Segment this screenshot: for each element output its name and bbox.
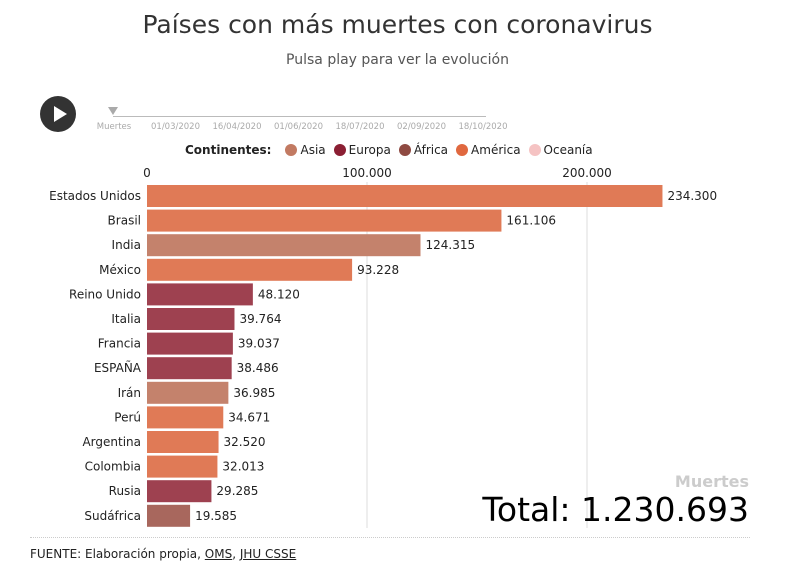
divider	[30, 537, 750, 538]
category-label: Brasil	[108, 214, 141, 228]
legend-swatch	[398, 144, 411, 156]
timeline-label: 02/09/2020	[397, 122, 446, 132]
bar[interactable]	[147, 406, 224, 429]
value-label: 39.037	[238, 337, 280, 351]
category-label: Perú	[114, 410, 141, 424]
source-link-jhu[interactable]: JHU CSSE	[239, 547, 297, 561]
legend-item[interactable]: Oceanía	[528, 143, 593, 157]
legend-swatch	[456, 144, 469, 156]
value-label: 32.520	[224, 435, 266, 449]
category-label: India	[112, 238, 141, 252]
value-label: 29.285	[216, 484, 258, 498]
value-label: 38.486	[237, 361, 279, 375]
metric-label: Muertes	[674, 472, 749, 491]
category-label: ESPAÑA	[94, 360, 142, 375]
timeline-label: 18/10/2020	[458, 122, 508, 132]
total-value: Total: 1.230.693	[482, 490, 749, 529]
legend-item[interactable]: América	[456, 143, 521, 157]
legend-item[interactable]: Europa	[333, 143, 391, 157]
category-label: Estados Unidos	[49, 189, 141, 203]
legend-swatch	[333, 144, 346, 156]
category-label: México	[99, 263, 141, 277]
timeline-handle[interactable]	[108, 107, 118, 115]
source-prefix: FUENTE: Elaboración propia,	[30, 547, 205, 561]
x-tick-label: 200.000	[562, 166, 612, 180]
bar[interactable]	[147, 332, 233, 355]
value-label: 36.985	[233, 386, 275, 400]
category-label: Italia	[111, 312, 141, 326]
source-link-oms[interactable]: OMS	[204, 547, 233, 561]
value-label: 234.300	[667, 189, 717, 203]
legend-label: América	[471, 143, 521, 157]
play-button[interactable]	[40, 96, 76, 132]
timeline-label: 01/03/2020	[151, 122, 200, 132]
value-label: 161.106	[506, 214, 556, 228]
legend-label: Oceanía	[543, 143, 593, 157]
bar[interactable]	[147, 455, 218, 478]
category-label: Colombia	[85, 460, 141, 474]
legend-item[interactable]: África	[398, 143, 449, 157]
legend-title: Continentes:	[185, 143, 272, 157]
x-tick-label: 0	[143, 166, 151, 180]
timeline-label: 01/06/2020	[274, 122, 323, 132]
legend-swatch	[528, 144, 541, 156]
legend-item[interactable]: Asia	[285, 143, 326, 157]
bar[interactable]	[147, 357, 232, 380]
x-tick-label: 100.000	[342, 166, 392, 180]
legend-swatch	[285, 144, 298, 156]
value-label: 32.013	[222, 460, 264, 474]
timeline-label: 16/04/2020	[212, 122, 262, 132]
footer: FUENTE: Elaboración propia, OMS, JHU CSS…	[30, 547, 296, 561]
legend-label: África	[413, 143, 449, 157]
bar[interactable]	[147, 258, 353, 281]
bar[interactable]	[147, 431, 219, 453]
value-label: 39.764	[239, 312, 281, 326]
category-label: Rusia	[109, 484, 141, 498]
value-label: 93.228	[357, 263, 399, 277]
value-label: 19.585	[195, 509, 237, 523]
bar[interactable]	[147, 504, 191, 527]
timeline-label: 18/07/2020	[335, 122, 385, 132]
category-label: Reino Unido	[69, 287, 141, 301]
timeline-slider[interactable]	[113, 116, 486, 117]
bar[interactable]	[147, 234, 421, 257]
category-label: Irán	[118, 386, 141, 400]
bar[interactable]	[147, 283, 253, 306]
bar[interactable]	[147, 308, 235, 330]
source-sep: ,	[232, 547, 240, 561]
legend-label: Europa	[348, 143, 391, 157]
bar[interactable]	[147, 381, 229, 404]
category-label: Francia	[98, 337, 141, 351]
value-label: 124.315	[425, 238, 475, 252]
chart-title: Países con más muertes con coronavirus	[142, 10, 653, 39]
value-label: 34.671	[228, 410, 270, 424]
bar[interactable]	[147, 480, 212, 503]
chart-subtitle: Pulsa play para ver la evolución	[286, 52, 509, 68]
bar[interactable]	[147, 209, 502, 232]
category-label: Argentina	[82, 435, 141, 449]
value-label: 48.120	[258, 287, 300, 301]
legend-label: Asia	[300, 143, 326, 157]
legend: Continentes: Asia Europa África América Ocea…	[185, 143, 601, 157]
category-label: Sudáfrica	[84, 509, 141, 523]
bar[interactable]	[147, 185, 663, 207]
timeline-label: Muertes	[96, 122, 132, 132]
